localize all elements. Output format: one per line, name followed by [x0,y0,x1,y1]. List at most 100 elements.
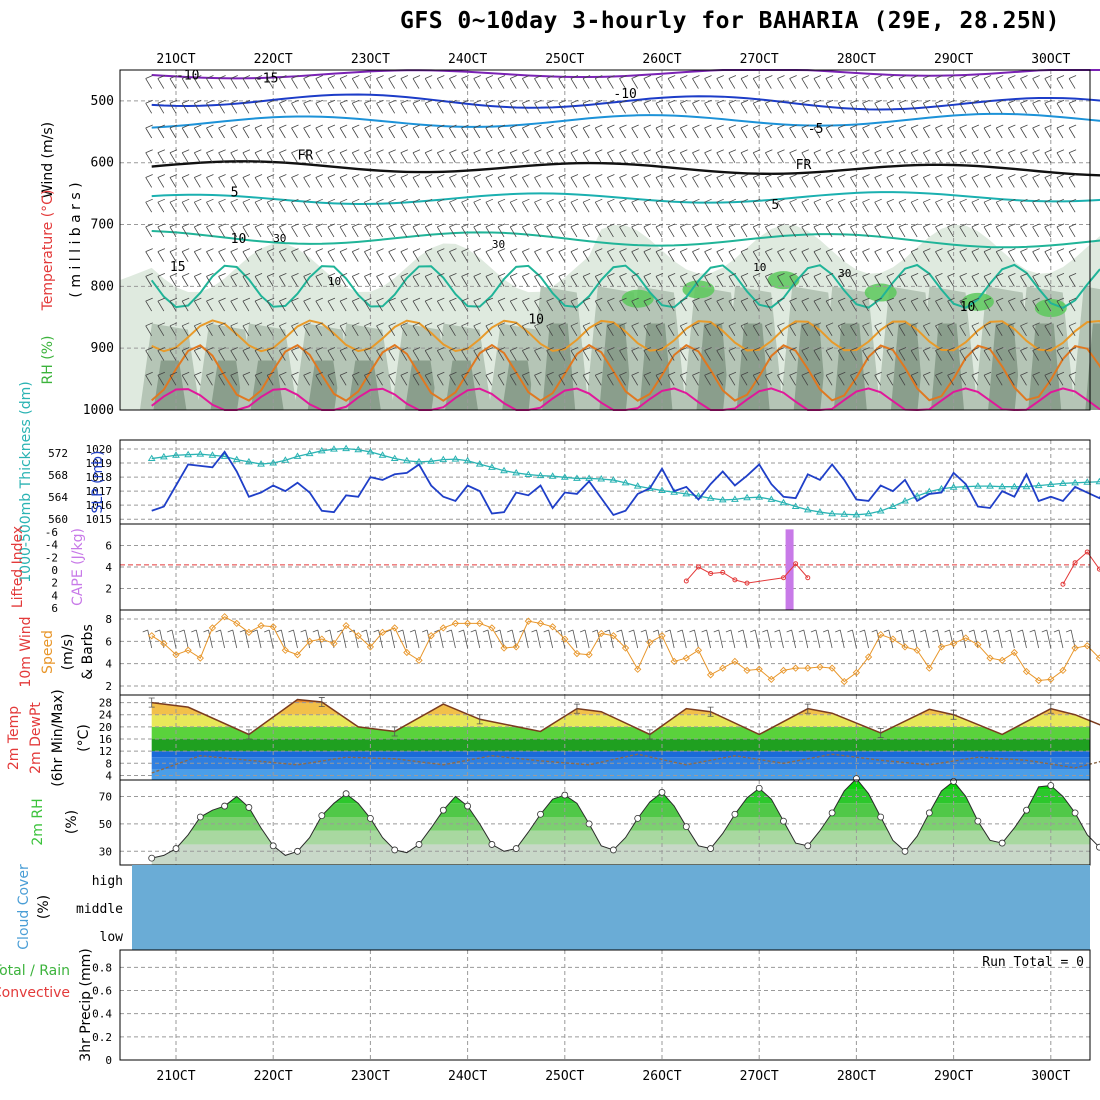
wind-barb [254,223,263,238]
wind-barb [303,124,311,139]
wind-barb [327,322,336,337]
wind-barb [485,322,494,337]
wind-barb [825,149,834,163]
wind-barb [910,371,919,386]
isotherm-line [151,160,1100,177]
wind-barb [206,124,214,139]
thickness-point [816,508,824,515]
wind-barb [230,198,238,213]
wind-barb [655,124,664,139]
tick-label-temp: 28 [99,697,112,710]
wind-barb [364,297,372,312]
wind-barb [740,248,749,262]
wind-barb [765,174,773,188]
tick-label-temp: 16 [99,733,112,746]
wind-barb [436,174,445,188]
wind-barb [157,347,166,361]
thickness-point [864,509,873,517]
tick-label-rh: 30 [99,845,112,858]
wind-barb [388,297,396,312]
temp-line [151,698,1100,736]
wind-barb [983,297,992,312]
wind-barb [449,99,457,114]
wind-barb [777,297,785,312]
rh-contour-label: 30 [273,232,286,245]
wind-barb [570,347,579,361]
wind-barb [436,223,445,238]
wind-barb [266,223,275,238]
wind-barb [534,371,542,386]
isotherm-line [151,69,1100,80]
wind-barb [777,248,785,262]
wind-barb [522,371,530,386]
wind-barb [813,248,822,262]
wind-speed-point [378,628,387,637]
wind-barb [959,149,967,163]
wind-barb [801,174,809,188]
wind-barb [193,198,202,213]
wind-barb [546,124,554,139]
wind-barb [449,75,457,89]
rh-shade-green [961,292,994,311]
tick-label-temp: 12 [99,745,112,758]
wind-barb [716,322,724,337]
wind-barb [947,198,955,213]
wind-barb-10m [555,629,566,649]
upper-air-ylabel: Wind (m/s)Temperature (°C) RH (%) [40,122,56,385]
wind-barb [473,198,481,213]
wind-barb [947,223,955,238]
thickness-point [779,498,788,506]
rh-point [901,847,909,855]
wind-barb [631,322,639,337]
wind-barb [643,223,652,238]
wind-barb [959,297,967,312]
wind-barb [291,99,299,114]
wind-barb [376,75,384,89]
wind-barb [327,297,336,312]
wind-barb [619,149,627,163]
wind-barb [825,223,834,238]
wind-barb [582,198,591,213]
wind-speed-point [974,641,982,649]
thickness-point [658,486,666,494]
wind-barb [230,371,238,386]
wind-barb [327,174,336,188]
rh-point [245,804,253,811]
wind-speed-point [986,654,994,662]
wind-barb [193,75,202,89]
cloud-ylabel: Cloud Cover [16,864,32,950]
wind-barb [376,272,384,287]
wind-barb [169,347,178,361]
wind-barb [777,75,785,89]
wind-barb [631,248,639,262]
wind-barb [254,75,263,89]
wind-barb [692,124,700,139]
wind-barb [522,347,530,361]
tick-label-thickness: 568 [48,469,68,482]
wind-barb [850,248,858,262]
tick-label-temp: 20 [99,721,112,734]
thickness-point [439,455,448,463]
wind-barb [1068,297,1077,312]
wind-barb [376,322,384,337]
wind-barb [1056,198,1065,213]
wind-barb [619,248,627,262]
thickness-point [767,495,776,502]
wind-barb [461,322,469,337]
wind-barb [801,248,809,262]
wind-barb [157,272,166,287]
wind-barb [181,198,190,213]
wind-barb [242,198,251,213]
wind-barb [193,297,202,312]
wind-barb [935,149,943,163]
wind-barb [679,248,688,262]
temp-ylabel: (6hr Min/Max) [50,689,66,786]
wind-barb [485,174,494,188]
wind-barb [364,99,372,114]
wind-barb [436,198,445,213]
thickness-point [488,463,496,470]
wind-barb [631,174,639,188]
isotherm-label: FR [796,158,812,173]
wind-barb [740,297,749,312]
wind-speed-point [391,624,399,632]
